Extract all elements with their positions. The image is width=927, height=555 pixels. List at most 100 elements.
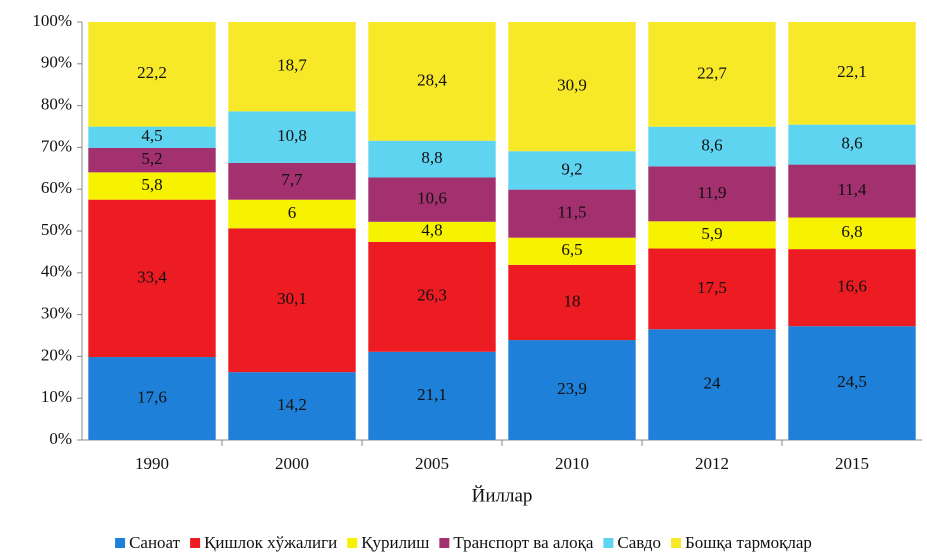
y-tick-label: 0% xyxy=(49,429,72,448)
data-label: 5,2 xyxy=(141,149,162,168)
y-tick-label: 20% xyxy=(41,345,72,364)
bar-segment xyxy=(88,199,216,358)
bar-segment xyxy=(88,172,216,200)
y-tick-label: 100% xyxy=(32,11,72,30)
bar-segment xyxy=(788,22,916,125)
bar-segment xyxy=(368,221,496,242)
bar-segment xyxy=(788,217,916,250)
y-tick-label: 80% xyxy=(41,95,72,114)
data-label: 11,9 xyxy=(697,183,726,202)
data-label: 7,7 xyxy=(281,170,303,189)
y-tick-label: 10% xyxy=(41,387,72,406)
data-label: 23,9 xyxy=(557,379,587,398)
y-tick-label: 60% xyxy=(41,178,72,197)
data-label: 11,5 xyxy=(557,203,586,222)
bar-segment xyxy=(228,111,356,163)
bar-segment xyxy=(648,166,776,222)
x-tick-label: 2015 xyxy=(835,454,869,473)
bar-segment xyxy=(788,249,916,327)
data-label: 4,8 xyxy=(421,221,442,240)
legend-label: Саноат xyxy=(129,533,181,552)
data-label: 6,5 xyxy=(561,240,582,259)
y-tick-label: 30% xyxy=(41,304,72,323)
x-tick-label: 1990 xyxy=(135,454,169,473)
bar-segment xyxy=(508,189,636,238)
data-label: 33,4 xyxy=(137,267,167,286)
bar-segment xyxy=(228,228,356,373)
data-label: 22,2 xyxy=(137,63,167,82)
x-tick-label: 2012 xyxy=(695,454,729,473)
y-tick-label: 50% xyxy=(41,220,72,239)
data-label: 28,4 xyxy=(417,70,447,89)
legend-swatch xyxy=(671,538,682,548)
legend-swatch xyxy=(439,538,450,548)
x-tick-label: 2010 xyxy=(555,454,589,473)
data-label: 16,6 xyxy=(837,277,867,296)
legend-label: Транспорт ва алоқа xyxy=(453,533,594,552)
bar-segment xyxy=(228,199,356,229)
legend-swatch xyxy=(115,538,126,548)
data-label: 8,6 xyxy=(841,134,862,153)
legend-swatch xyxy=(190,538,201,548)
data-label: 17,6 xyxy=(137,387,167,406)
bar-segment xyxy=(88,22,216,127)
bar-segment xyxy=(508,22,636,152)
bar-segment xyxy=(368,22,496,141)
data-label: 5,9 xyxy=(701,224,722,243)
bar-segment xyxy=(648,221,776,249)
bar-segment xyxy=(368,177,496,222)
bar-segment xyxy=(88,126,216,148)
bar-segment xyxy=(508,151,636,190)
data-label: 10,8 xyxy=(277,126,307,145)
data-label: 6 xyxy=(288,203,297,222)
bar-segment xyxy=(508,264,636,341)
data-label: 5,8 xyxy=(141,175,162,194)
data-label: 8,6 xyxy=(701,135,722,154)
legend-swatch xyxy=(603,538,614,548)
data-label: 6,8 xyxy=(841,222,862,241)
x-tick-label: 2005 xyxy=(415,454,449,473)
bar-segment xyxy=(788,326,916,440)
data-label: 8,8 xyxy=(421,148,442,167)
data-label: 30,1 xyxy=(277,289,307,308)
data-label: 18 xyxy=(564,291,581,310)
bar-segment xyxy=(508,340,636,440)
bar-segment xyxy=(228,372,356,440)
data-label: 17,5 xyxy=(697,278,727,297)
data-label: 11,4 xyxy=(837,180,867,199)
legend-swatch xyxy=(347,538,358,548)
data-label: 18,7 xyxy=(277,56,307,75)
data-label: 14,2 xyxy=(277,395,307,414)
bar-segment xyxy=(788,164,916,218)
data-label: 10,6 xyxy=(417,189,447,208)
data-label: 30,9 xyxy=(557,75,587,94)
data-label: 22,1 xyxy=(837,62,867,81)
bar-segment xyxy=(648,329,776,440)
y-tick-label: 70% xyxy=(41,136,72,155)
bar-segment xyxy=(368,140,496,178)
legend-label: Савдо xyxy=(617,533,661,552)
bar-segment xyxy=(368,351,496,440)
bar-segment xyxy=(88,147,216,173)
bar-segment xyxy=(788,124,916,165)
data-label: 9,2 xyxy=(561,159,582,178)
x-axis-title: Йиллар xyxy=(472,485,533,506)
bar-segment xyxy=(88,357,216,440)
bar-segment xyxy=(228,22,356,112)
bar-segment xyxy=(648,248,776,330)
bar-segment xyxy=(508,237,636,265)
y-tick-label: 90% xyxy=(41,53,72,72)
data-label: 21,1 xyxy=(417,385,447,404)
data-label: 22,7 xyxy=(697,63,727,82)
legend-label: Қишлок хўжалиги xyxy=(204,533,337,552)
legend-label: Бошқа тармоқлар xyxy=(685,533,812,552)
data-label: 24 xyxy=(704,374,722,393)
data-label: 24,5 xyxy=(837,372,867,391)
x-tick-label: 2000 xyxy=(275,454,309,473)
bar-segment xyxy=(368,241,496,352)
legend-label: Қурилиш xyxy=(361,533,429,552)
y-tick-label: 40% xyxy=(41,262,72,281)
bar-segment xyxy=(648,126,776,167)
bar-segment xyxy=(228,162,356,200)
